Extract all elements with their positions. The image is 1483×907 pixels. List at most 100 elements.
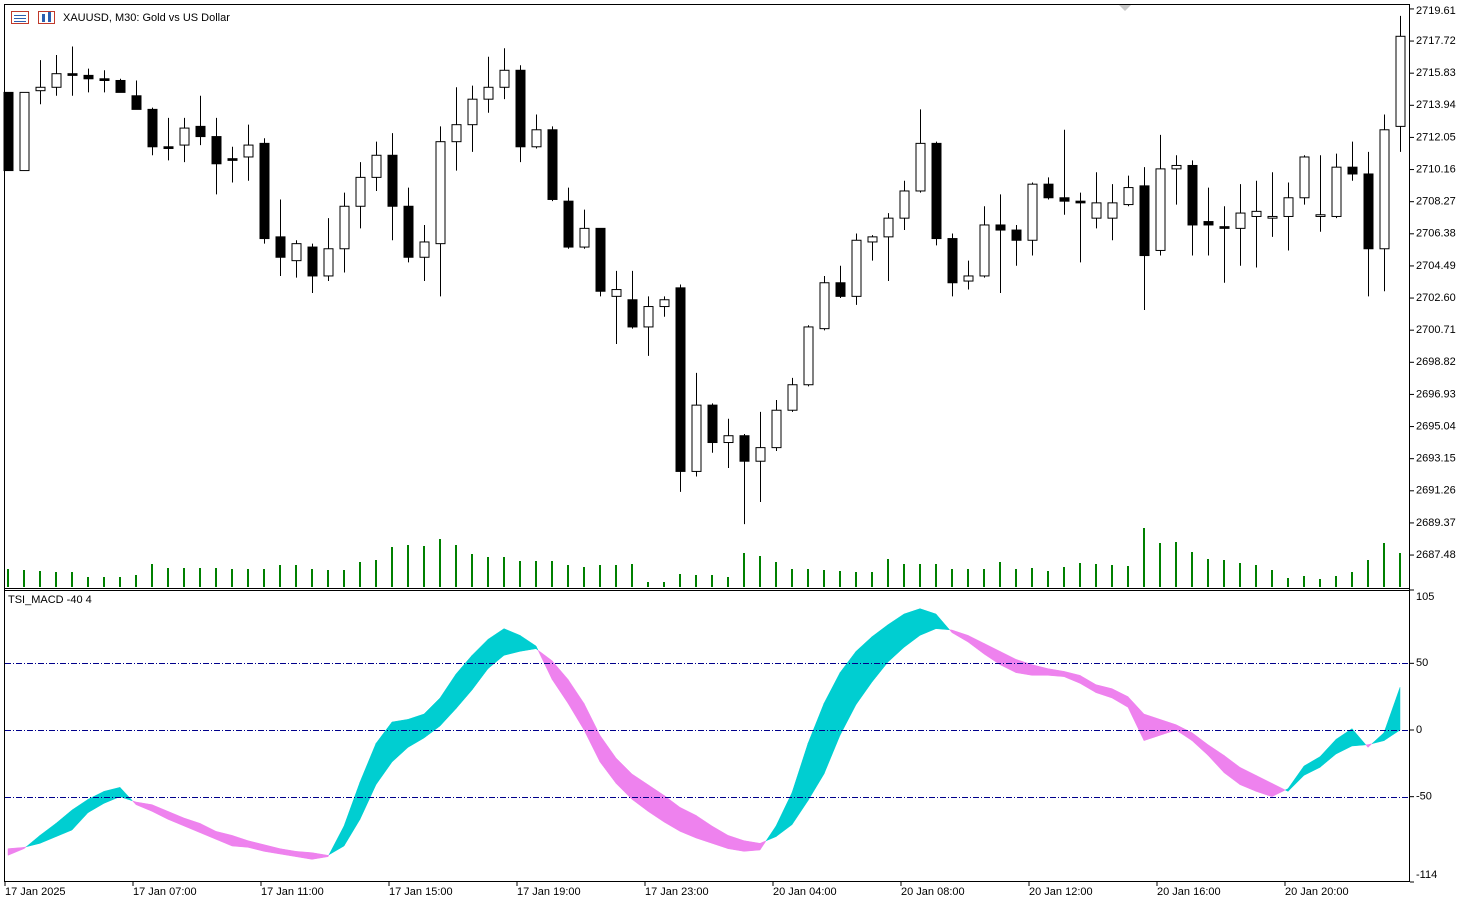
x-tick-label: 20 Jan 04:00 xyxy=(773,886,837,898)
candle-body xyxy=(259,142,270,240)
y-tick-label: 2696.93 xyxy=(1416,388,1456,400)
candle-body xyxy=(899,190,910,219)
candle-body xyxy=(691,404,702,472)
band-segment xyxy=(23,846,27,850)
candle-body xyxy=(403,205,414,258)
candle-body xyxy=(595,227,606,292)
x-tick-label: 20 Jan 08:00 xyxy=(901,886,965,898)
band-segment xyxy=(327,854,330,857)
candle-body xyxy=(1107,202,1118,219)
candle-body xyxy=(163,146,174,149)
y-tick-label: 2713.94 xyxy=(1416,99,1456,111)
candle-body xyxy=(579,227,590,248)
y-tick-label: 2698.82 xyxy=(1416,356,1456,368)
x-tick-label: 20 Jan 16:00 xyxy=(1157,886,1221,898)
y-tick-label: 2695.04 xyxy=(1416,420,1456,432)
candle-body xyxy=(1011,229,1022,241)
candle-body xyxy=(659,299,670,308)
band-segment xyxy=(1367,743,1373,748)
candle-body xyxy=(611,289,622,297)
candle-body xyxy=(243,144,254,158)
candle-body xyxy=(355,176,366,207)
y-tick-label: 2719.61 xyxy=(1416,5,1456,17)
candle-body xyxy=(563,200,574,248)
y-tick-label: 2710.16 xyxy=(1416,163,1456,175)
y-tick-label: 2704.49 xyxy=(1416,260,1456,272)
candle-body xyxy=(371,154,382,178)
candle-body xyxy=(1267,215,1278,219)
x-tick-label: 17 Jan 19:00 xyxy=(517,886,581,898)
band-segment xyxy=(535,645,539,651)
candle-body xyxy=(1091,202,1102,219)
candle-body xyxy=(83,74,94,80)
y-tick-label: 2687.48 xyxy=(1416,549,1456,561)
candle-body xyxy=(1123,187,1134,206)
candle-body xyxy=(1027,183,1038,241)
candle-body xyxy=(339,205,350,250)
candle-body xyxy=(147,108,158,148)
x-tick-label: 17 Jan 23:00 xyxy=(645,886,709,898)
band-segment xyxy=(759,840,767,851)
candle-body xyxy=(1363,173,1374,250)
candle-body xyxy=(547,129,558,200)
candle-body xyxy=(643,306,654,328)
indicator-title: TSI_MACD -40 4 xyxy=(8,594,92,606)
candle-body xyxy=(1299,156,1310,199)
candle-body xyxy=(467,98,478,126)
candle-body xyxy=(1203,221,1214,226)
candle-body xyxy=(819,282,830,330)
candle-body xyxy=(979,224,990,277)
symbol-icons xyxy=(11,11,55,24)
candle-body xyxy=(915,142,926,192)
candle-body xyxy=(1331,166,1342,217)
candle-body xyxy=(1379,129,1390,250)
candle-body xyxy=(675,287,686,472)
candle-body xyxy=(739,435,750,462)
icon xyxy=(48,12,51,22)
y-tick-label: 2712.05 xyxy=(1416,131,1456,143)
y-tick-label: 0 xyxy=(1416,724,1422,736)
y-tick-label: 2715.83 xyxy=(1416,67,1456,79)
candle-body xyxy=(227,158,238,161)
y-tick-label: 2706.38 xyxy=(1416,228,1456,240)
x-tick-label: 17 Jan 07:00 xyxy=(133,886,197,898)
x-tick-label: 20 Jan 20:00 xyxy=(1285,886,1349,898)
candle-body xyxy=(867,236,878,243)
y-tick-label: -114 xyxy=(1416,869,1437,881)
candle-body xyxy=(963,275,974,282)
y-tick-label: 2689.37 xyxy=(1416,517,1456,529)
x-tick-label: 17 Jan 11:00 xyxy=(261,886,324,898)
y-tick-label: 2691.26 xyxy=(1416,485,1456,497)
candle-body xyxy=(1283,197,1294,217)
y-tick-label: -50 xyxy=(1416,791,1432,803)
candle-body xyxy=(211,136,222,165)
x-tick-label: 20 Jan 12:00 xyxy=(1029,886,1093,898)
candle-body xyxy=(419,241,430,258)
band-segment xyxy=(1351,727,1367,747)
candle-body xyxy=(1155,168,1166,251)
candle-body xyxy=(723,435,734,444)
candle-body xyxy=(1059,197,1070,202)
candle-body xyxy=(499,69,510,88)
icon xyxy=(11,11,29,24)
candle-body xyxy=(1347,166,1358,175)
icon xyxy=(42,14,45,22)
y-tick-label: 50 xyxy=(1416,657,1428,669)
chart-title: XAUUSD, M30: Gold vs US Dollar xyxy=(63,12,230,24)
x-tick-label: 17 Jan 15:00 xyxy=(389,886,453,898)
candle-body xyxy=(1171,164,1182,170)
candle-body xyxy=(531,129,542,148)
candle-body xyxy=(435,141,446,245)
candle-body xyxy=(1043,183,1054,199)
candle-body xyxy=(835,282,846,297)
candle-body xyxy=(307,246,318,277)
candle-body xyxy=(323,248,334,277)
y-tick-label: 2693.15 xyxy=(1416,453,1456,465)
chart-frame xyxy=(4,4,1410,882)
candle-body xyxy=(947,238,958,284)
candle-body xyxy=(131,95,142,110)
band-segment xyxy=(1271,782,1286,798)
candle-body xyxy=(179,127,190,146)
candle-body xyxy=(35,86,46,92)
